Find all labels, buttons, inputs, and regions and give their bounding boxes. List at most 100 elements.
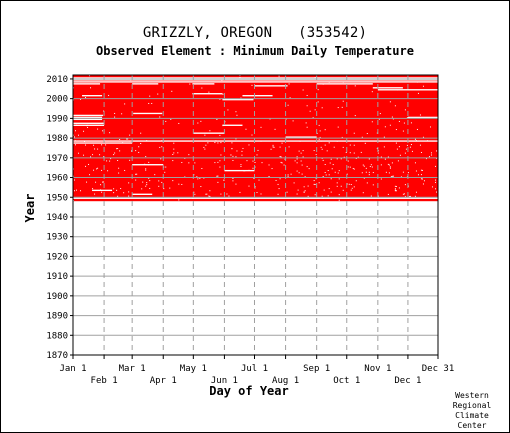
missing-day-speck [353, 132, 355, 134]
missing-day-speck [254, 161, 256, 163]
missing-day-speck [75, 140, 77, 142]
missing-day-speck [349, 152, 351, 154]
missing-day-speck [402, 193, 404, 195]
missing-day-speck [327, 170, 329, 172]
missing-day-speck [273, 146, 275, 148]
missing-day-speck [116, 148, 118, 150]
x-tick-label: Sep 1 [303, 364, 330, 374]
missing-day-speck [376, 132, 378, 134]
missing-data-gap [372, 87, 403, 89]
x-tick-label: Feb 1 [91, 376, 118, 386]
missing-day-speck [297, 189, 299, 191]
missing-day-speck [284, 158, 286, 160]
missing-day-speck [406, 117, 408, 119]
missing-day-speck [336, 158, 338, 160]
missing-day-speck [142, 181, 144, 183]
missing-day-speck [98, 117, 100, 119]
missing-day-speck [314, 194, 316, 196]
missing-day-speck [296, 158, 298, 160]
missing-day-speck [76, 124, 78, 126]
missing-day-speck [253, 178, 255, 180]
missing-day-speck [435, 150, 437, 152]
credit-line: Western [455, 391, 489, 400]
missing-day-speck [419, 114, 421, 116]
missing-day-speck [102, 130, 104, 132]
missing-day-speck [304, 176, 306, 178]
missing-day-speck [100, 184, 102, 186]
missing-day-speck [260, 140, 262, 142]
y-axis-title: Year [23, 194, 37, 223]
missing-day-speck [349, 166, 351, 168]
missing-day-speck [94, 148, 96, 150]
missing-day-speck [315, 154, 317, 156]
missing-day-speck [219, 98, 221, 100]
missing-day-speck [136, 173, 138, 175]
missing-day-speck [326, 150, 328, 152]
missing-day-speck [206, 193, 208, 195]
missing-day-speck [347, 166, 349, 168]
missing-day-speck [206, 140, 208, 142]
missing-day-speck [80, 98, 82, 100]
missing-day-speck [223, 179, 225, 181]
missing-day-speck [151, 102, 153, 104]
missing-day-speck [342, 189, 344, 191]
missing-day-speck [278, 188, 280, 190]
missing-day-speck [272, 146, 274, 148]
missing-day-speck [228, 195, 230, 197]
missing-day-speck [161, 181, 163, 183]
grid-layer [73, 75, 438, 355]
missing-day-speck [416, 128, 418, 130]
missing-day-speck [405, 148, 407, 150]
missing-day-speck [149, 187, 151, 189]
missing-day-speck [279, 178, 281, 180]
y-tick-label: 1870 [46, 351, 68, 361]
missing-day-speck [188, 154, 190, 156]
missing-day-speck [100, 189, 102, 191]
missing-day-speck [366, 182, 368, 184]
missing-day-speck [178, 199, 180, 201]
missing-day-speck [385, 171, 387, 173]
missing-day-speck [197, 122, 199, 124]
x-tick-label: Jan 1 [59, 364, 86, 374]
missing-day-speck [388, 172, 390, 174]
missing-day-speck [402, 171, 404, 173]
missing-data-gap [242, 95, 273, 97]
missing-day-speck [232, 178, 234, 180]
missing-day-speck [86, 125, 88, 127]
missing-day-speck [307, 185, 309, 187]
missing-day-speck [362, 164, 364, 166]
missing-data-gap [73, 122, 105, 124]
missing-day-speck [288, 146, 290, 148]
missing-day-speck [148, 102, 150, 104]
missing-day-speck [324, 164, 326, 166]
missing-day-speck [415, 191, 417, 193]
missing-day-speck [371, 166, 373, 168]
y-tick-label: 1940 [46, 213, 68, 223]
missing-day-speck [217, 161, 219, 163]
missing-day-speck [306, 166, 308, 168]
missing-day-speck [365, 171, 367, 173]
missing-day-speck [383, 136, 385, 138]
missing-day-speck [146, 184, 148, 186]
missing-day-speck [171, 90, 173, 92]
missing-day-speck [252, 160, 254, 162]
missing-day-speck [240, 97, 242, 99]
missing-day-speck [399, 154, 401, 156]
missing-day-speck [281, 142, 283, 144]
missing-day-speck [260, 193, 262, 195]
missing-data-gap [316, 83, 373, 85]
missing-data-gap [73, 79, 438, 81]
missing-day-speck [135, 173, 137, 175]
missing-day-speck [146, 182, 148, 184]
missing-day-speck [308, 168, 310, 170]
missing-day-speck [330, 158, 332, 160]
missing-day-speck [391, 116, 393, 118]
missing-day-speck [300, 152, 302, 154]
missing-day-speck [116, 189, 118, 191]
missing-day-speck [313, 180, 315, 182]
missing-day-speck [372, 184, 374, 186]
missing-day-speck [355, 157, 357, 159]
missing-day-speck [216, 118, 218, 120]
missing-day-speck [74, 136, 76, 138]
